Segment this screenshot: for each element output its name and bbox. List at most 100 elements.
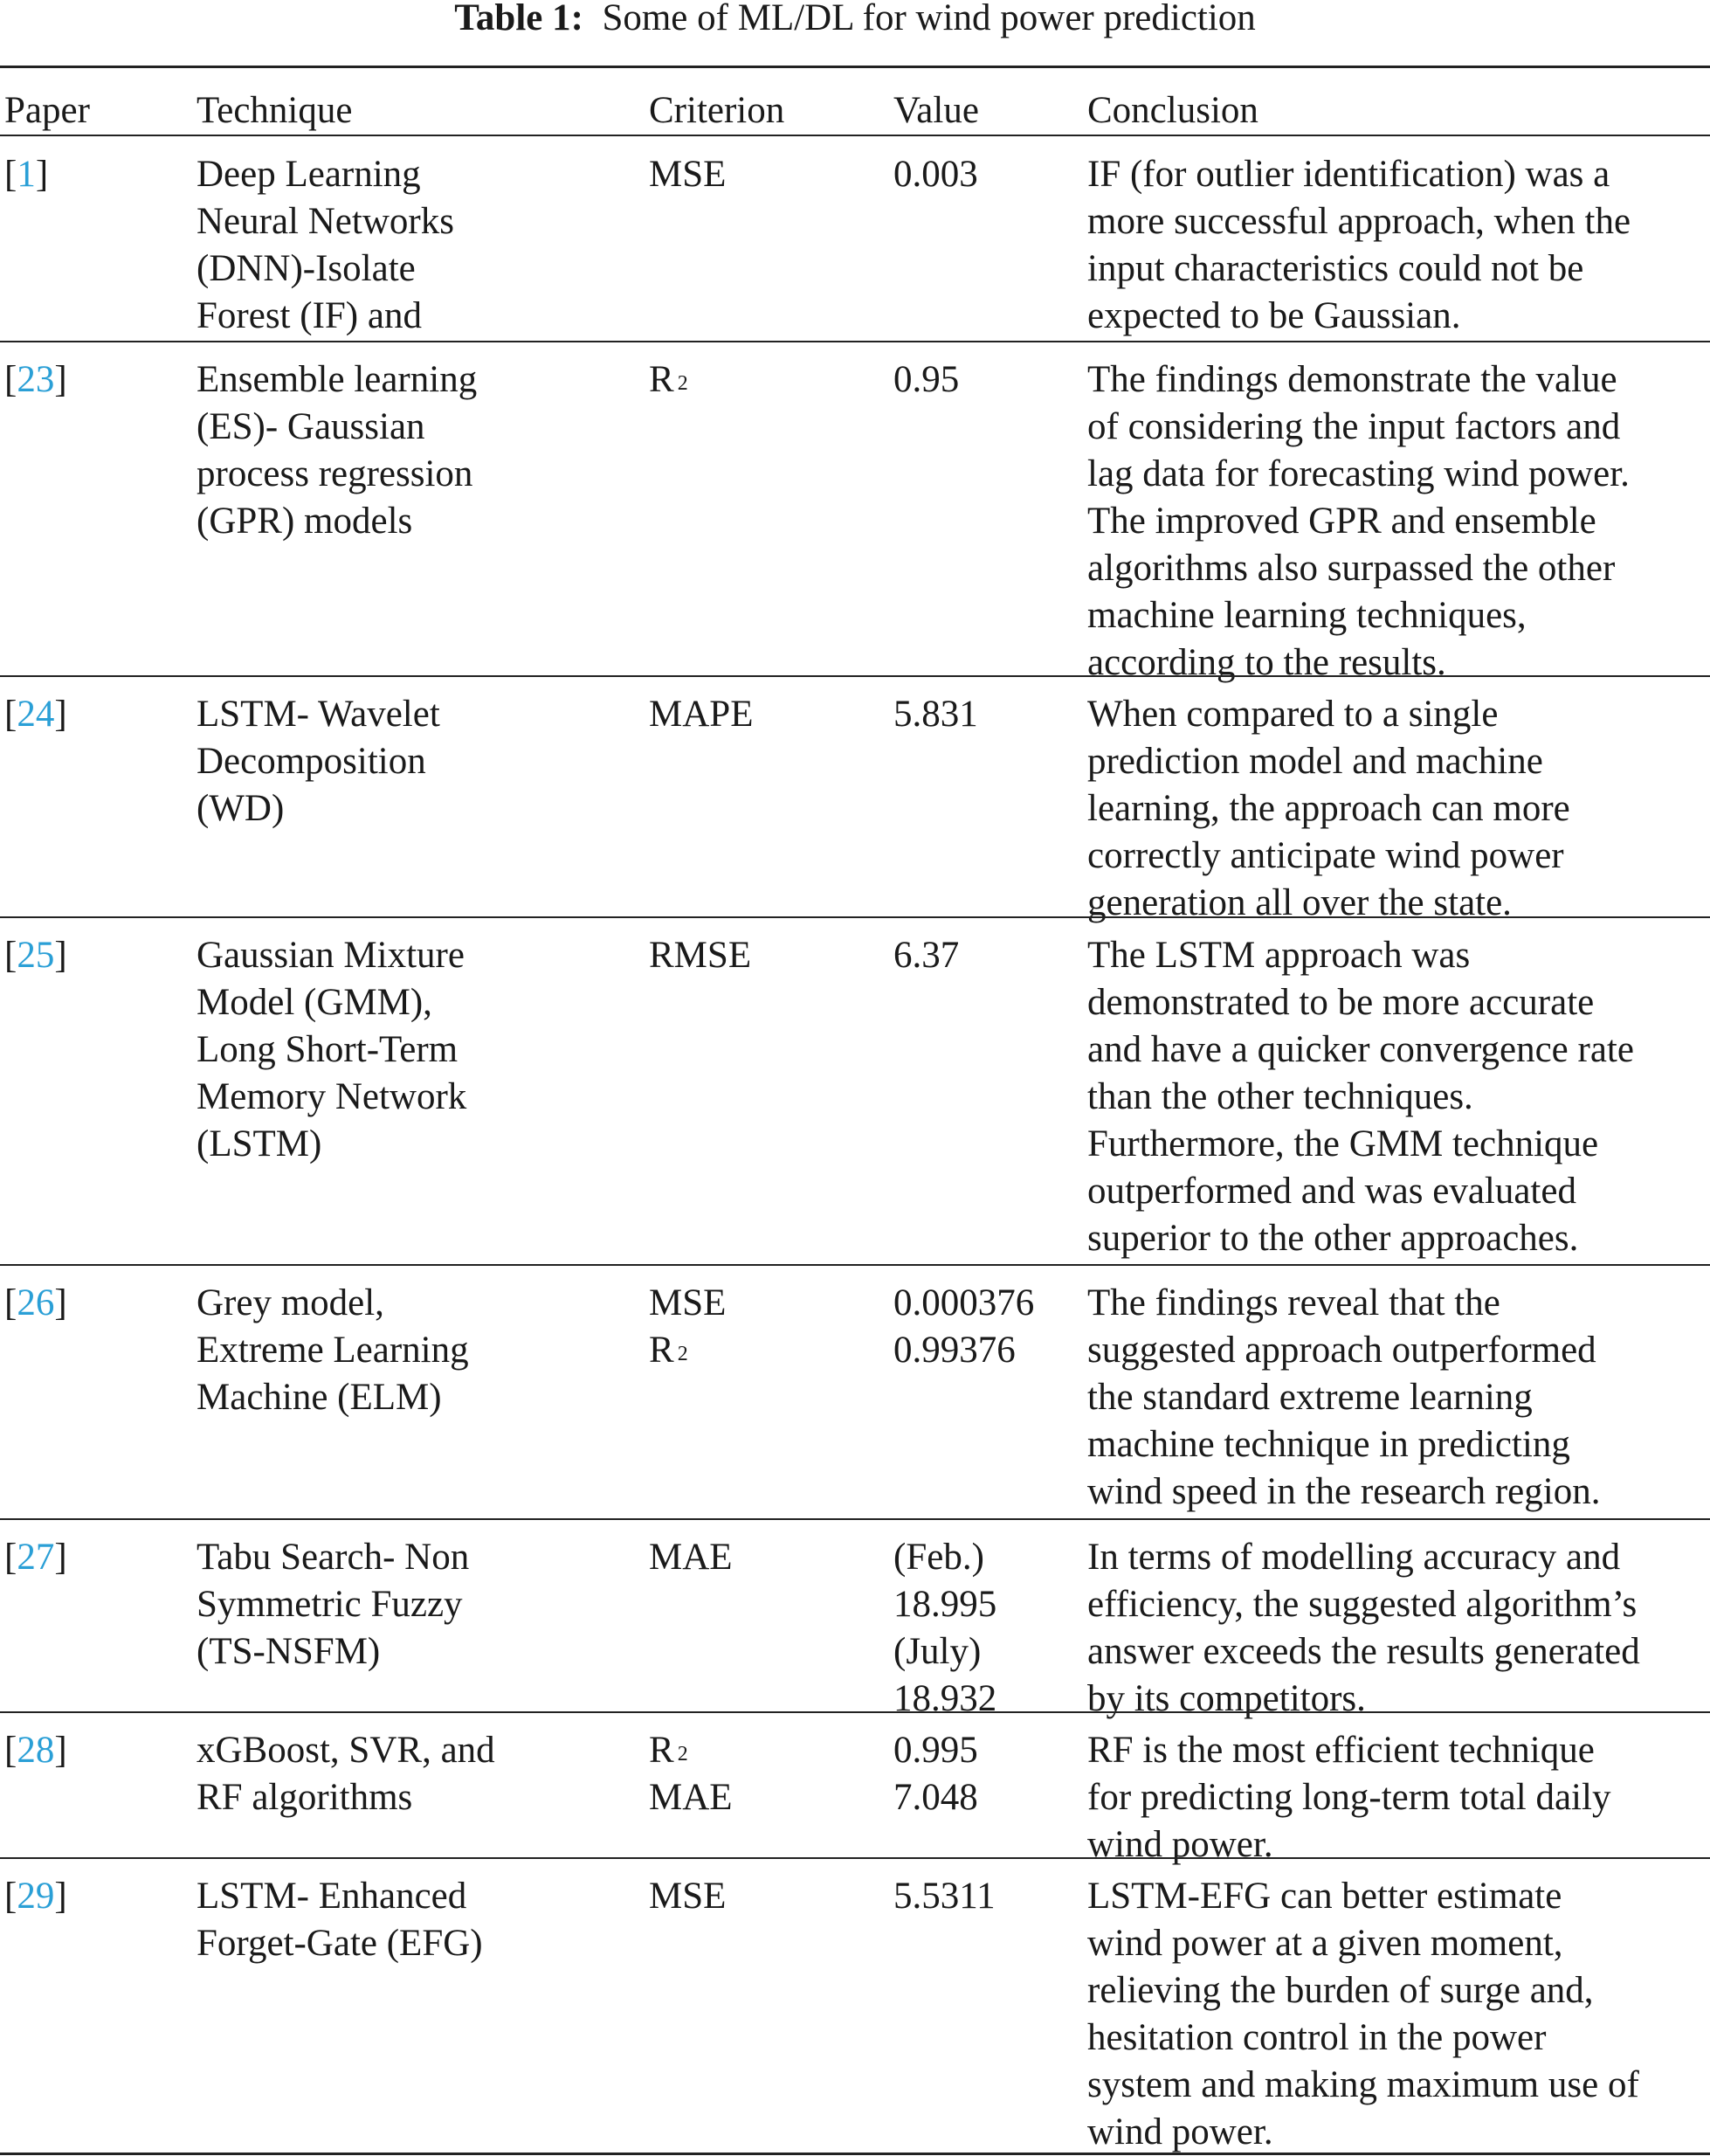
criterion-line: MAPE	[649, 694, 754, 735]
technique-line: Symmetric Fuzzy	[197, 1584, 463, 1625]
criterion-cell: MAPE	[649, 691, 753, 738]
row-rule	[0, 1857, 1710, 1859]
criterion-line: MSE	[649, 1282, 727, 1323]
technique-line: xGBoost, SVR, and	[197, 1730, 495, 1771]
criterion-line: MSE	[649, 1876, 727, 1917]
technique-line: (GPR) models	[197, 501, 413, 542]
technique-line: process regression	[197, 453, 473, 494]
superscript: 2	[677, 1343, 688, 1365]
row-rule	[0, 1711, 1710, 1713]
paper-reference[interactable]: [23]	[4, 359, 67, 400]
conclusion-line: The improved GPR and ensemble	[1087, 501, 1596, 542]
criterion-cell: MSE	[649, 151, 726, 198]
conclusion-line: lag data for forecasting wind power.	[1087, 453, 1630, 494]
reference-link[interactable]: 26	[17, 1282, 55, 1323]
conclusion-line: and have a quicker convergence rate	[1087, 1029, 1634, 1070]
conclusion-cell: The findings demonstrate the value of con…	[1087, 356, 1630, 687]
table-row: [26] Grey model, Extreme Learning Machine (…	[0, 1265, 1710, 1519]
technique-line: Tabu Search- Non	[197, 1537, 470, 1578]
reference-link[interactable]: 23	[17, 359, 55, 400]
reference-link[interactable]: 29	[17, 1876, 55, 1917]
value-line: 0.000376	[893, 1282, 1035, 1323]
value-line: (Feb.)	[893, 1537, 984, 1578]
paper-reference[interactable]: [26]	[4, 1282, 67, 1323]
conclusion-line: outperformed and was evaluated	[1087, 1171, 1576, 1212]
conclusion-line: When compared to a single	[1087, 694, 1499, 735]
caption-label: Table 1:	[454, 0, 583, 38]
paper-reference[interactable]: [29]	[4, 1876, 67, 1917]
technique-line: (TS-NSFM)	[197, 1631, 381, 1672]
technique-line: Extreme Learning	[197, 1330, 469, 1371]
technique-line: Decomposition	[197, 741, 426, 782]
conclusion-cell: IF (for outlier identification) was a mor…	[1087, 151, 1631, 340]
value-line: 6.37	[893, 935, 960, 976]
technique-line: (ES)- Gaussian	[197, 406, 425, 447]
reference-link[interactable]: 1	[17, 154, 36, 195]
table-row: [1] Deep Learning Neural Networks (DNN)-Iso…	[0, 136, 1710, 342]
row-rule	[0, 1264, 1710, 1266]
value-line: 0.003	[893, 154, 978, 195]
reference-link[interactable]: 28	[17, 1730, 55, 1771]
conclusion-cell: LSTM-EFG can better estimate wind power a…	[1087, 1873, 1639, 2156]
technique-line: Ensemble learning	[197, 359, 478, 400]
caption-text: Some of ML/DL for wind power prediction	[602, 0, 1256, 38]
reference-link[interactable]: 27	[17, 1537, 55, 1578]
header-criterion: Criterion	[649, 90, 785, 131]
conclusion-cell: The LSTM approach was demonstrated to be …	[1087, 932, 1634, 1262]
value-line: (July)	[893, 1631, 982, 1672]
conclusion-line: learning, the approach can more	[1087, 788, 1570, 829]
conclusion-line: expected to be Gaussian.	[1087, 295, 1461, 336]
conclusion-line: machine technique in predicting	[1087, 1424, 1570, 1465]
criterion-cell: MAE	[649, 1534, 733, 1581]
conclusion-line: correctly anticipate wind power	[1087, 835, 1564, 876]
conclusion-line: the standard extreme learning	[1087, 1377, 1533, 1418]
reference-link[interactable]: 25	[17, 935, 55, 976]
paper-reference[interactable]: [1]	[4, 154, 49, 195]
conclusion-cell: In terms of modelling accuracy and effici…	[1087, 1534, 1640, 1723]
technique-line: Neural Networks	[197, 201, 454, 242]
criterion-line: MAE	[649, 1537, 733, 1578]
conclusion-line: The findings demonstrate the value	[1087, 359, 1617, 400]
superscript: 2	[677, 1743, 688, 1766]
table-row: [28] xGBoost, SVR, and RF algorithms R 2 MAE 0…	[0, 1712, 1710, 1865]
conclusion-line: algorithms also surpassed the other	[1087, 548, 1616, 589]
conclusion-cell: The findings reveal that the suggested ap…	[1087, 1280, 1600, 1516]
table-row: [24] LSTM- Wavelet Decomposition (WD) MAPE 5.…	[0, 676, 1710, 923]
value-line: 0.99376	[893, 1330, 1016, 1371]
technique-cell: LSTM- Wavelet Decomposition (WD)	[197, 691, 440, 833]
conclusion-line: system and making maximum use of	[1087, 2064, 1639, 2105]
header-row: Paper Technique Criterion Value Conclusi…	[0, 68, 1710, 135]
paper-reference[interactable]: [27]	[4, 1537, 67, 1578]
superscript: 2	[677, 372, 688, 395]
technique-line: (LSTM)	[197, 1123, 322, 1164]
criterion-cell: MSE R 2	[649, 1280, 726, 1374]
row-rule	[0, 1518, 1710, 1520]
paper-reference[interactable]: [25]	[4, 935, 67, 976]
value-line: 18.995	[893, 1584, 997, 1625]
value-line: 5.831	[893, 694, 978, 735]
conclusion-line: LSTM-EFG can better estimate	[1087, 1876, 1562, 1917]
paper-reference[interactable]: [24]	[4, 694, 67, 735]
technique-line: Deep Learning	[197, 154, 421, 195]
technique-line: LSTM- Wavelet	[197, 694, 440, 735]
technique-line: (DNN)-Isolate	[197, 248, 416, 289]
technique-cell: LSTM- Enhanced Forget-Gate (EFG)	[197, 1873, 483, 1967]
technique-line: (WD)	[197, 788, 285, 829]
conclusion-line: demonstrated to be more accurate	[1087, 982, 1595, 1023]
header-value: Value	[893, 90, 979, 131]
table-row: [27] Tabu Search- Non Symmetric Fuzzy (TS-N…	[0, 1519, 1710, 1719]
technique-line: Gaussian Mixture	[197, 935, 465, 976]
conclusion-line: In terms of modelling accuracy and	[1087, 1537, 1621, 1578]
table-row: [23] Ensemble learning (ES)- Gaussian proce…	[0, 342, 1710, 683]
conclusion-line: wind power.	[1087, 2111, 1273, 2153]
conclusion-line: Furthermore, the GMM technique	[1087, 1123, 1599, 1164]
technique-cell: xGBoost, SVR, and RF algorithms	[197, 1727, 495, 1821]
paper-reference[interactable]: [28]	[4, 1730, 67, 1771]
technique-cell: Gaussian Mixture Model (GMM), Long Short-T…	[197, 932, 466, 1168]
reference-link[interactable]: 24	[17, 694, 55, 735]
criterion-cell: MSE	[649, 1873, 726, 1920]
conclusion-line: relieving the burden of surge and,	[1087, 1970, 1594, 2011]
